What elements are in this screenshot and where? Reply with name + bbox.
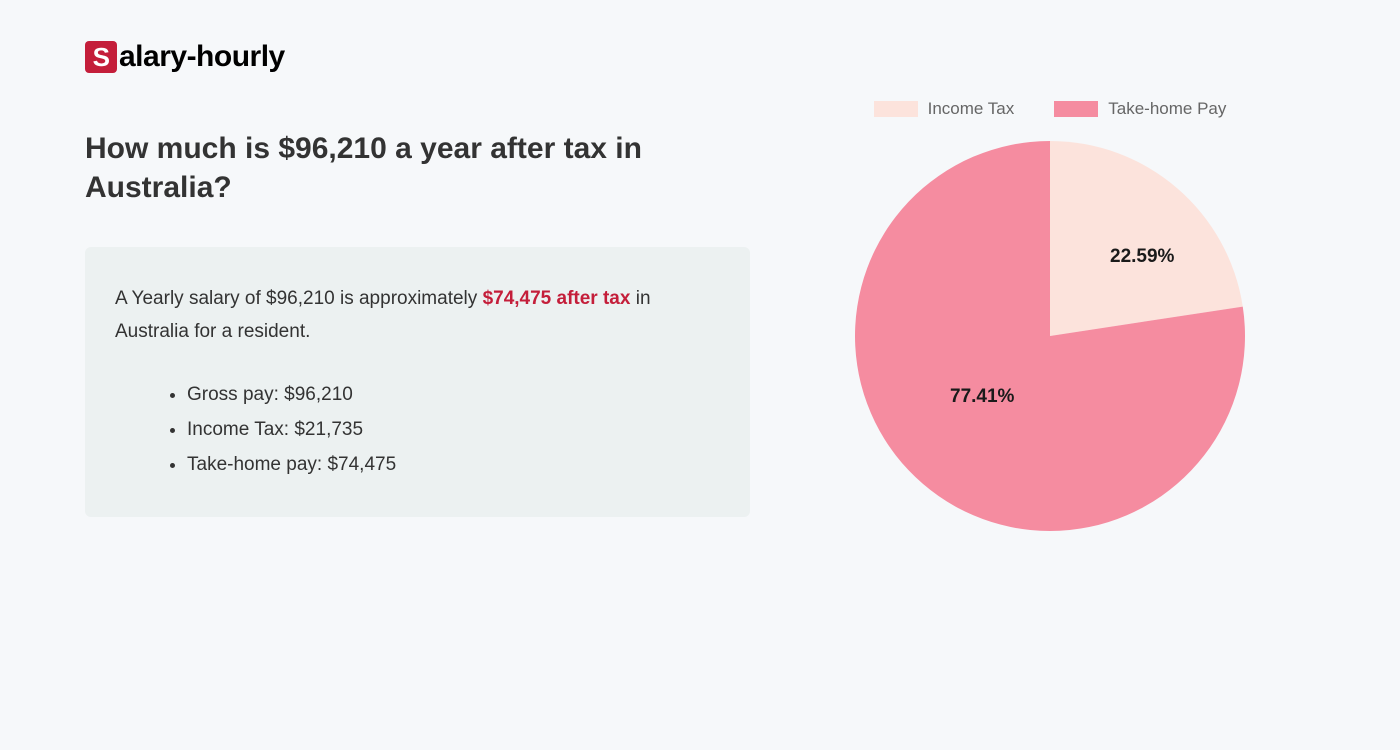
text-column: How much is $96,210 a year after tax in … bbox=[85, 129, 750, 517]
pie-svg bbox=[855, 141, 1245, 531]
chart-legend: Income Tax Take-home Pay bbox=[874, 99, 1227, 119]
summary-paragraph: A Yearly salary of $96,210 is approximat… bbox=[115, 282, 720, 349]
legend-label: Take-home Pay bbox=[1108, 99, 1226, 119]
summary-pre: A Yearly salary of $96,210 is approximat… bbox=[115, 288, 483, 309]
chart-column: Income Tax Take-home Pay 22.59% 77.41% bbox=[810, 99, 1290, 531]
site-logo: Salary-hourly bbox=[85, 40, 1315, 74]
main-content: How much is $96,210 a year after tax in … bbox=[85, 129, 1315, 531]
list-item: Take-home pay: $74,475 bbox=[187, 447, 720, 482]
logo-text: alary-hourly bbox=[119, 40, 285, 74]
summary-list: Gross pay: $96,210 Income Tax: $21,735 T… bbox=[115, 377, 720, 482]
legend-label: Income Tax bbox=[928, 99, 1015, 119]
legend-swatch bbox=[1054, 101, 1098, 117]
summary-box: A Yearly salary of $96,210 is approximat… bbox=[85, 247, 750, 517]
page-title: How much is $96,210 a year after tax in … bbox=[85, 129, 750, 207]
legend-swatch bbox=[874, 101, 918, 117]
legend-item-take-home: Take-home Pay bbox=[1054, 99, 1226, 119]
list-item: Income Tax: $21,735 bbox=[187, 412, 720, 447]
pie-slice-label: 77.41% bbox=[950, 386, 1014, 408]
list-item: Gross pay: $96,210 bbox=[187, 377, 720, 412]
pie-slice-label: 22.59% bbox=[1110, 246, 1174, 268]
logo-badge: S bbox=[85, 41, 117, 73]
summary-highlight: $74,475 after tax bbox=[483, 288, 631, 309]
pie-chart: 22.59% 77.41% bbox=[855, 141, 1245, 531]
legend-item-income-tax: Income Tax bbox=[874, 99, 1015, 119]
